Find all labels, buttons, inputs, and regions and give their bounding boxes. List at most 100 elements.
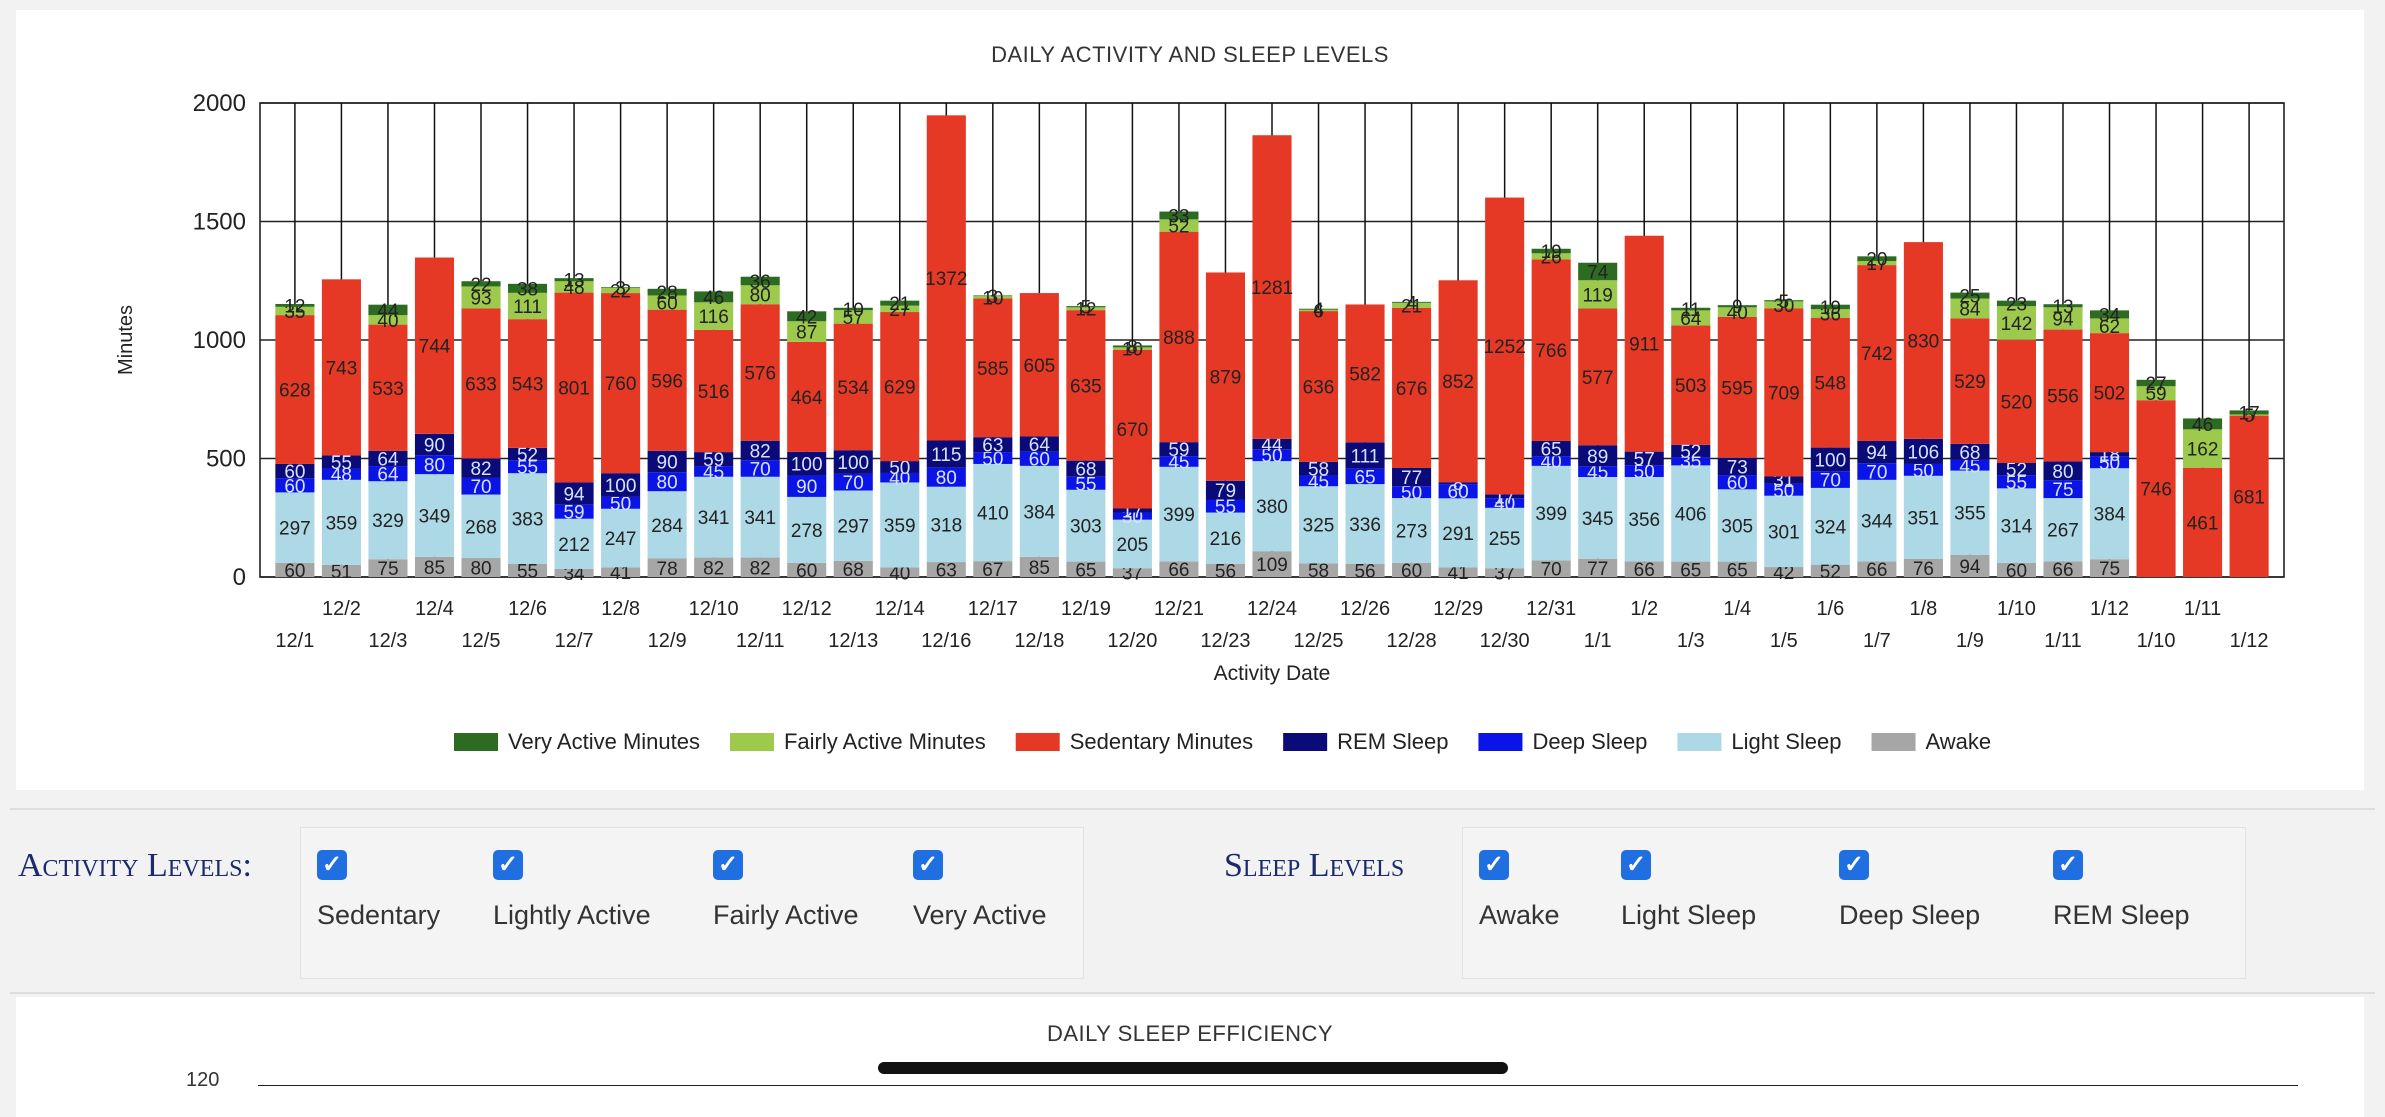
x-tick-label: 12/28 bbox=[1387, 630, 1437, 652]
checkmark-icon: ✓ bbox=[1839, 850, 1869, 880]
bar-segment bbox=[973, 452, 1013, 464]
bar-segment bbox=[1578, 558, 1618, 577]
x-tick-label: 12/19 bbox=[1061, 598, 1111, 620]
legend-swatch[interactable] bbox=[1871, 733, 1916, 751]
data-label: 41 bbox=[1448, 563, 1469, 584]
data-label: 55 bbox=[1075, 474, 1096, 495]
bar-segment bbox=[1298, 563, 1339, 577]
x-tick-label: 1/2 bbox=[1630, 598, 1658, 620]
legend-label[interactable]: Very Active Minutes bbox=[508, 729, 700, 754]
data-label: 10 bbox=[843, 300, 864, 321]
legend-label[interactable]: Awake bbox=[1926, 729, 1992, 754]
bar-segment bbox=[647, 450, 687, 473]
x-tick-label: 1/5 bbox=[1770, 630, 1798, 652]
data-label: 595 bbox=[1721, 378, 1753, 399]
data-label: 318 bbox=[930, 515, 962, 536]
lightly-active-checkbox[interactable]: ✓ Lightly Active bbox=[493, 850, 651, 930]
bar-segment bbox=[1810, 487, 1850, 565]
bar-segment bbox=[1298, 308, 1339, 310]
bar-segment bbox=[321, 468, 361, 480]
data-label: 50 bbox=[2099, 453, 2120, 474]
very-active-checkbox[interactable]: ✓ Very Active bbox=[913, 850, 1047, 930]
legend-swatch[interactable] bbox=[1015, 733, 1060, 751]
data-label: 37 bbox=[1122, 564, 1143, 585]
bar-segment bbox=[1810, 304, 1850, 310]
data-label: 8 bbox=[1453, 474, 1464, 495]
checkmark-icon: ✓ bbox=[493, 850, 523, 880]
checkmark-icon: ✓ bbox=[913, 850, 943, 880]
data-label: 82 bbox=[750, 558, 771, 579]
data-label: 52 bbox=[517, 445, 538, 466]
x-tick-label: 1/9 bbox=[1956, 630, 1984, 652]
bar-segment bbox=[787, 562, 827, 577]
data-label: 13 bbox=[2052, 297, 2073, 318]
checkmark-icon: ✓ bbox=[1621, 850, 1651, 880]
data-label: 384 bbox=[1024, 502, 1056, 523]
legend-swatch[interactable] bbox=[1478, 733, 1523, 751]
home-indicator[interactable] bbox=[878, 1062, 1508, 1074]
bar-segment bbox=[880, 300, 920, 306]
bar-segment bbox=[2089, 318, 2130, 334]
data-label: 65 bbox=[1727, 560, 1748, 581]
legend-label[interactable]: Light Sleep bbox=[1731, 729, 1841, 754]
bar-segment bbox=[1019, 465, 1059, 557]
very-active-checkbox-label: Very Active bbox=[913, 900, 1047, 930]
bar-segment bbox=[740, 276, 780, 286]
bar-segment bbox=[414, 474, 455, 557]
fairly-active-checkbox[interactable]: ✓ Fairly Active bbox=[713, 850, 859, 930]
bar-segment bbox=[554, 292, 594, 483]
data-label: 100 bbox=[791, 455, 823, 476]
x-tick-label: 1/10 bbox=[1997, 598, 2036, 620]
bar-segment bbox=[554, 278, 594, 282]
data-label: 94 bbox=[2052, 309, 2074, 330]
legend-swatch[interactable] bbox=[1677, 733, 1722, 751]
data-label: 301 bbox=[1768, 522, 1800, 543]
legend-label[interactable]: Fairly Active Minutes bbox=[784, 729, 986, 754]
bar-segment bbox=[321, 479, 361, 565]
data-label: 212 bbox=[558, 535, 590, 556]
data-label: 329 bbox=[372, 511, 404, 532]
legend-label[interactable]: REM Sleep bbox=[1337, 729, 1448, 754]
sleep-efficiency-panel: DAILY SLEEP EFFICIENCY 120 bbox=[16, 997, 2364, 1117]
data-label: 75 bbox=[2052, 480, 2073, 501]
bar-segment bbox=[1531, 248, 1571, 254]
data-label: 45 bbox=[703, 462, 724, 483]
sedentary-checkbox[interactable]: ✓ Sedentary bbox=[317, 850, 440, 930]
data-label: 82 bbox=[470, 459, 491, 480]
bar-segment bbox=[1671, 561, 1711, 577]
data-label: 52 bbox=[1168, 217, 1189, 238]
data-label: 115 bbox=[931, 445, 961, 466]
rem-sleep-checkbox[interactable]: ✓ REM Sleep bbox=[2053, 850, 2190, 930]
bar-segment bbox=[2089, 456, 2130, 469]
bar-segment bbox=[275, 562, 315, 577]
legend-label[interactable]: Deep Sleep bbox=[1532, 729, 1647, 754]
x-tick-label: 12/24 bbox=[1247, 598, 1297, 620]
bar-segment bbox=[1298, 475, 1339, 487]
data-label: 60 bbox=[657, 294, 678, 315]
bar-segment bbox=[414, 455, 455, 475]
bar-segment bbox=[461, 558, 501, 577]
light-sleep-checkbox[interactable]: ✓ Light Sleep bbox=[1621, 850, 1756, 930]
data-label: 4 bbox=[1406, 293, 1417, 314]
data-label: 22 bbox=[470, 275, 491, 296]
legend-label[interactable]: Sedentary Minutes bbox=[1070, 729, 1253, 754]
legend-swatch[interactable] bbox=[729, 733, 774, 751]
data-label: 80 bbox=[750, 286, 771, 307]
data-label: 4 bbox=[1313, 300, 1324, 321]
data-label: 325 bbox=[1303, 516, 1335, 537]
data-label: 45 bbox=[1168, 452, 1189, 473]
awake-checkbox[interactable]: ✓ Awake bbox=[1479, 850, 1560, 930]
bar-segment bbox=[461, 286, 501, 309]
bar-segment bbox=[554, 518, 594, 569]
bar-segment bbox=[1019, 451, 1059, 466]
data-label: 303 bbox=[1070, 517, 1102, 538]
data-label: 19 bbox=[1820, 298, 1841, 319]
legend-swatch[interactable] bbox=[1283, 733, 1328, 751]
deep-sleep-checkbox[interactable]: ✓ Deep Sleep bbox=[1839, 850, 1980, 930]
data-label: 830 bbox=[1908, 331, 1940, 352]
data-label: 66 bbox=[2052, 560, 2073, 581]
legend-swatch[interactable] bbox=[454, 733, 498, 751]
bar-segment bbox=[1205, 512, 1246, 564]
activity-levels-group: ✓ Sedentary ✓ Lightly Active ✓ Fairly Ac… bbox=[300, 827, 1084, 979]
bar-segment bbox=[1531, 465, 1571, 561]
